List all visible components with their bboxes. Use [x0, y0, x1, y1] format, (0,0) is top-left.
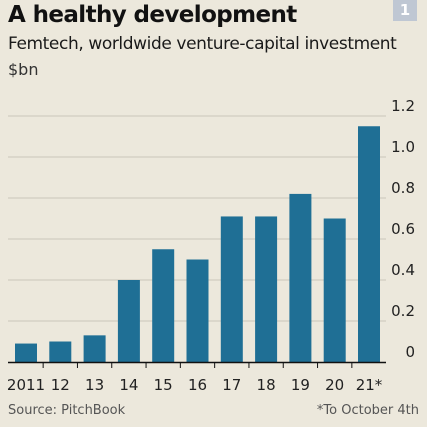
y-tick-label: 1.0: [391, 138, 415, 156]
x-tick-label: 19: [291, 376, 310, 394]
bar: [117, 280, 140, 362]
bar: [255, 216, 278, 362]
x-tick-label: 17: [222, 376, 241, 394]
y-tick-label: 0.2: [391, 302, 415, 320]
x-tick-label: 16: [188, 376, 207, 394]
chart-number-badge: 1: [393, 0, 417, 21]
bar: [323, 218, 346, 362]
footnote: *To October 4th: [316, 403, 419, 418]
x-tick-label: 2011: [7, 376, 45, 394]
y-tick-label: 1.2: [391, 97, 415, 115]
bar: [49, 341, 72, 362]
chart-title: A healthy development: [8, 2, 297, 28]
unit-label: $bn: [8, 60, 39, 79]
bar: [152, 249, 175, 362]
x-tick-label: 12: [51, 376, 70, 394]
x-tick-label: 14: [119, 376, 138, 394]
bar: [83, 335, 106, 362]
x-tick-label: 20: [325, 376, 344, 394]
bar: [289, 193, 312, 362]
bar: [186, 259, 209, 362]
bar: [15, 343, 37, 362]
x-tick-label: 21*: [356, 376, 383, 394]
y-tick-label: 0.4: [391, 261, 415, 279]
bar: [220, 216, 243, 362]
y-tick-label: 0.6: [391, 220, 415, 238]
chart-subtitle: Femtech, worldwide venture-capital inves…: [8, 34, 397, 54]
x-tick-label: 13: [85, 376, 104, 394]
x-tick-label: 18: [257, 376, 276, 394]
y-tick-label: 0.8: [391, 179, 415, 197]
source-note: Source: PitchBook: [8, 403, 126, 418]
bar: [358, 126, 380, 362]
y-tick-label: 0: [405, 343, 415, 361]
x-tick-label: 15: [154, 376, 173, 394]
